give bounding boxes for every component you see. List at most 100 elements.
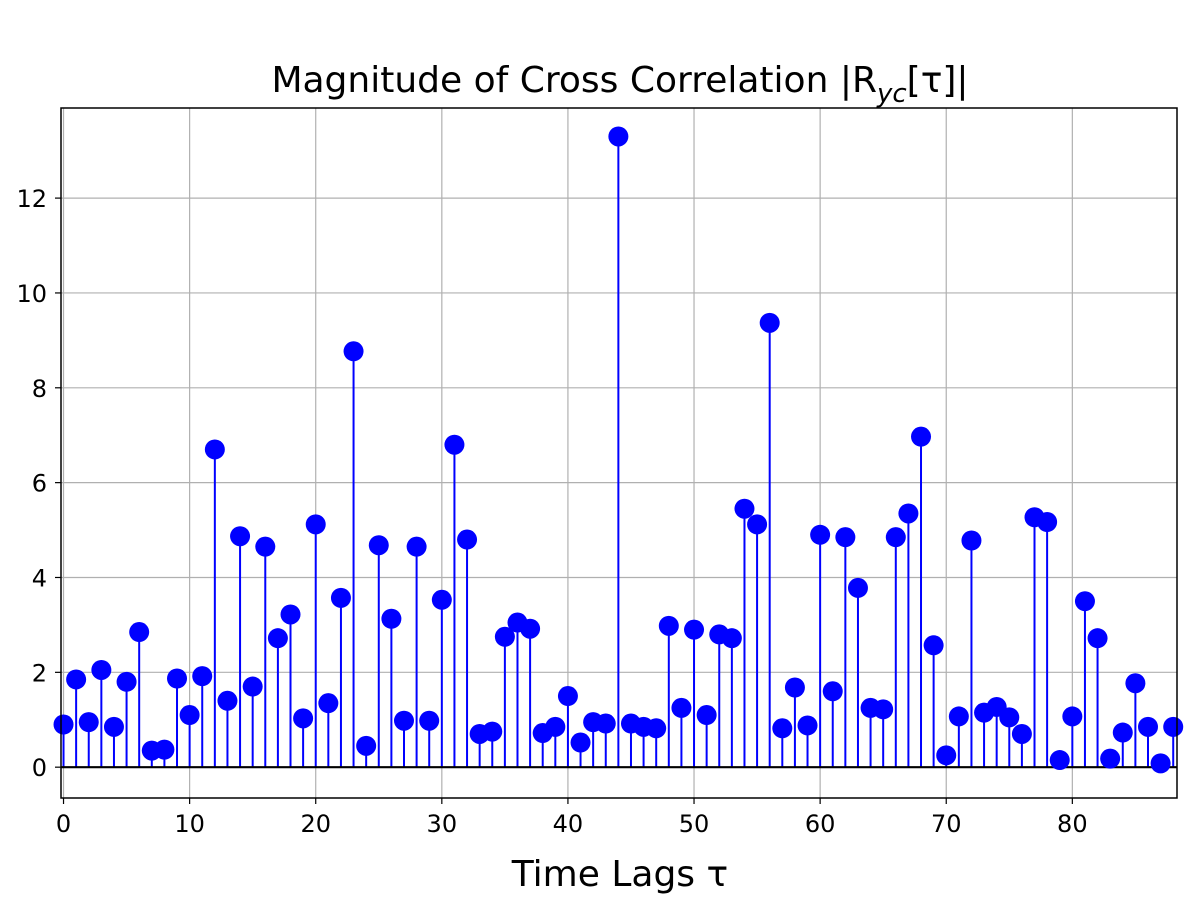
title-tail: [τ]| bbox=[907, 60, 969, 101]
stem-marker bbox=[1049, 750, 1070, 771]
stem-marker bbox=[1137, 716, 1158, 737]
stem-marker bbox=[1011, 723, 1032, 744]
stem-marker bbox=[305, 514, 326, 535]
stem-marker bbox=[53, 714, 74, 735]
stem-marker bbox=[784, 677, 805, 698]
stem-marker bbox=[381, 608, 402, 629]
stem-marker bbox=[595, 713, 616, 734]
y-axis-ticks: 0 2 4 6 8 10 12 bbox=[16, 185, 61, 782]
stem-marker bbox=[520, 618, 541, 639]
stem-marker bbox=[103, 716, 124, 737]
stem-marker bbox=[267, 628, 288, 649]
stem-marker bbox=[797, 715, 818, 736]
stem-marker bbox=[280, 604, 301, 625]
stem-marker bbox=[999, 707, 1020, 728]
stem-marker bbox=[873, 699, 894, 720]
stem-marker bbox=[217, 690, 238, 711]
stem-marker bbox=[898, 503, 919, 524]
stem-marker bbox=[1100, 748, 1121, 769]
stem-marker bbox=[1037, 512, 1058, 532]
stem-marker bbox=[911, 426, 932, 447]
stem-marker bbox=[393, 710, 414, 731]
stem-marker bbox=[457, 529, 478, 550]
stem-marker bbox=[129, 622, 150, 643]
stem-marker bbox=[154, 739, 175, 760]
stem-marker bbox=[734, 498, 755, 519]
y-tick-label: 2 bbox=[32, 659, 47, 687]
stems bbox=[62, 136, 1175, 768]
stem-marker bbox=[192, 666, 213, 687]
stem-marker bbox=[570, 732, 591, 753]
stem-marker bbox=[255, 536, 276, 557]
stem-marker bbox=[545, 716, 566, 737]
stem-marker bbox=[494, 626, 515, 647]
stem-marker bbox=[835, 527, 856, 548]
stem-marker bbox=[242, 676, 263, 697]
stem-marker bbox=[204, 439, 225, 460]
stem-marker bbox=[1112, 722, 1133, 743]
stem-marker bbox=[343, 341, 364, 362]
stem-marker bbox=[116, 671, 137, 692]
stem-marker bbox=[91, 659, 112, 680]
x-tick-label: 0 bbox=[56, 810, 71, 838]
x-tick-label: 80 bbox=[1057, 810, 1088, 838]
stem-marker bbox=[66, 669, 87, 690]
stem-marker bbox=[230, 526, 251, 547]
stem-marker bbox=[179, 705, 200, 726]
stem-marker bbox=[1062, 706, 1083, 727]
stem-marker bbox=[293, 708, 314, 729]
stem-marker bbox=[1074, 591, 1095, 612]
stem-marker bbox=[167, 668, 188, 689]
stem-marker bbox=[406, 536, 427, 557]
stem-marker bbox=[1150, 753, 1171, 774]
stem-marker bbox=[419, 710, 440, 731]
x-tick-label: 70 bbox=[931, 810, 962, 838]
stem-marker bbox=[330, 587, 351, 608]
stem-marker bbox=[356, 735, 377, 756]
y-tick-label: 6 bbox=[32, 470, 47, 498]
y-tick-label: 12 bbox=[16, 185, 47, 213]
stem-marker bbox=[1087, 628, 1108, 649]
plot-frame bbox=[60, 107, 1178, 799]
markers bbox=[53, 126, 1184, 774]
stem-marker bbox=[847, 577, 868, 598]
stem-marker bbox=[810, 524, 831, 545]
stem-marker bbox=[923, 635, 944, 656]
stem-marker bbox=[646, 718, 667, 739]
chart-title: Magnitude of Cross Correlation |Ryc[τ]| bbox=[271, 60, 968, 109]
stem-marker bbox=[671, 697, 692, 718]
stem-marker bbox=[747, 514, 768, 535]
stem-marker bbox=[759, 312, 780, 333]
x-tick-label: 20 bbox=[300, 810, 331, 838]
stem-marker bbox=[78, 712, 99, 733]
stem-marker bbox=[948, 706, 969, 727]
stem-marker bbox=[961, 530, 982, 551]
stem-marker bbox=[885, 527, 906, 548]
stem-marker bbox=[557, 686, 578, 707]
stem-marker bbox=[318, 693, 339, 714]
y-tick-label: 0 bbox=[32, 754, 47, 782]
stem-marker bbox=[444, 434, 465, 455]
y-tick-label: 4 bbox=[32, 564, 47, 592]
x-tick-label: 40 bbox=[553, 810, 584, 838]
stem-marker bbox=[696, 705, 717, 726]
x-axis-ticks: 0 10 20 30 40 50 60 70 80 bbox=[56, 798, 1088, 838]
x-axis-label: Time Lags τ bbox=[511, 854, 728, 895]
y-tick-label: 10 bbox=[16, 280, 47, 308]
stem-marker bbox=[721, 628, 742, 649]
stem-marker bbox=[658, 615, 679, 636]
stem-marker bbox=[1125, 673, 1146, 694]
stem-marker bbox=[482, 721, 503, 742]
stem-marker bbox=[684, 619, 705, 640]
stem-marker bbox=[936, 745, 957, 766]
stem-marker bbox=[1163, 716, 1184, 737]
stem-marker bbox=[431, 589, 452, 610]
x-tick-label: 50 bbox=[679, 810, 710, 838]
x-tick-label: 30 bbox=[427, 810, 458, 838]
stem-marker bbox=[822, 681, 843, 702]
y-tick-label: 8 bbox=[32, 375, 47, 403]
x-tick-label: 60 bbox=[805, 810, 836, 838]
stem-marker bbox=[772, 718, 793, 739]
x-tick-label: 10 bbox=[174, 810, 205, 838]
